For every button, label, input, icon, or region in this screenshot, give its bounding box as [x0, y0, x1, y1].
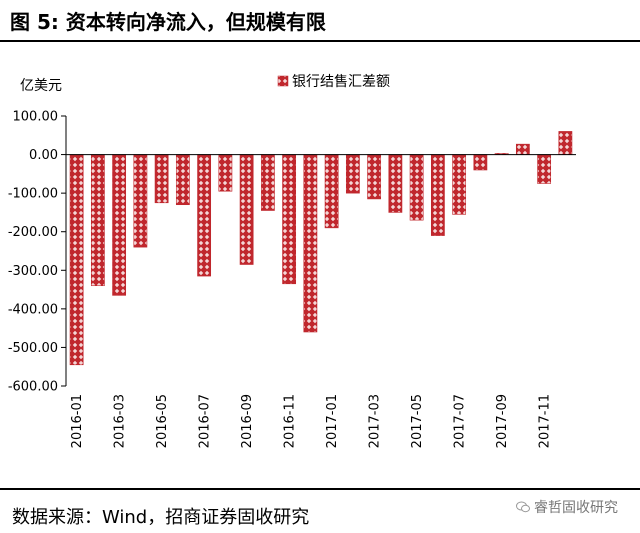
watermark-text: 睿哲固收研究	[534, 500, 618, 516]
y-tick-label: -600.00	[8, 380, 58, 395]
y-tick-label: -500.00	[8, 341, 58, 356]
y-tick-label: 0.00	[29, 148, 58, 163]
legend-swatch	[277, 75, 289, 87]
y-tick-label: -100.00	[8, 187, 58, 202]
bar	[282, 154, 297, 285]
bar	[430, 154, 445, 236]
y-tick-label: -400.00	[8, 302, 58, 317]
bar	[303, 154, 318, 333]
bar	[409, 154, 424, 221]
bar	[473, 154, 488, 171]
bar	[452, 154, 467, 215]
bar	[388, 154, 403, 213]
bar	[324, 154, 339, 229]
y-tick-label: -300.00	[8, 264, 58, 279]
x-tick-label: 2016-07	[198, 394, 213, 448]
bar	[197, 154, 212, 277]
legend: 银行结售汇差额	[277, 74, 390, 90]
figure-title: 图 5: 资本转向净流入，但规模有限	[10, 10, 326, 34]
x-tick-label: 2016-09	[240, 394, 255, 448]
x-tick-label: 2017-09	[495, 394, 510, 448]
x-axis: 2016-01 2016-03 2016-05 2016-07 2016-09 2016-…	[70, 394, 553, 448]
title-rule	[0, 40, 640, 42]
bar	[515, 143, 530, 155]
bar	[218, 154, 233, 192]
y-tick-label: -200.00	[8, 225, 58, 240]
bar	[133, 154, 148, 248]
bar	[112, 154, 127, 296]
watermark: 睿哲固收研究	[516, 497, 618, 517]
y-tick-label: 100.00	[13, 110, 59, 125]
legend-label: 银行结售汇差额	[292, 74, 390, 90]
bar	[260, 154, 275, 211]
source-rule	[0, 488, 640, 490]
axes	[65, 116, 576, 386]
bar	[175, 154, 190, 206]
x-tick-label: 2016-11	[283, 394, 298, 448]
bar	[345, 154, 360, 194]
bar-chart: 亿美元 银行结售汇差额 100.00 0.00 -100.00 -200.00 -300…	[8, 74, 576, 448]
bar	[239, 154, 254, 265]
x-tick-label: 2016-03	[113, 394, 128, 448]
x-tick-label: 2016-05	[155, 394, 170, 448]
wechat-icon	[516, 501, 530, 513]
x-tick-label: 2017-01	[325, 394, 340, 448]
bar	[154, 154, 169, 204]
bar	[367, 154, 382, 200]
bar	[69, 154, 84, 366]
x-tick-label: 2017-05	[410, 394, 425, 448]
bars	[69, 131, 573, 366]
bar	[90, 154, 105, 287]
bar	[537, 154, 552, 184]
bar	[558, 131, 573, 155]
x-tick-label: 2016-01	[70, 394, 85, 448]
x-tick-label: 2017-03	[368, 394, 383, 448]
x-tick-label: 2017-07	[453, 394, 468, 448]
source-note: 数据来源：Wind，招商证券固收研究	[12, 507, 310, 528]
y-axis: 100.00 0.00 -100.00 -200.00 -300.00 -400.00 -5…	[8, 110, 66, 395]
y-axis-unit-label: 亿美元	[20, 78, 62, 94]
x-tick-label: 2017-11	[538, 394, 553, 448]
